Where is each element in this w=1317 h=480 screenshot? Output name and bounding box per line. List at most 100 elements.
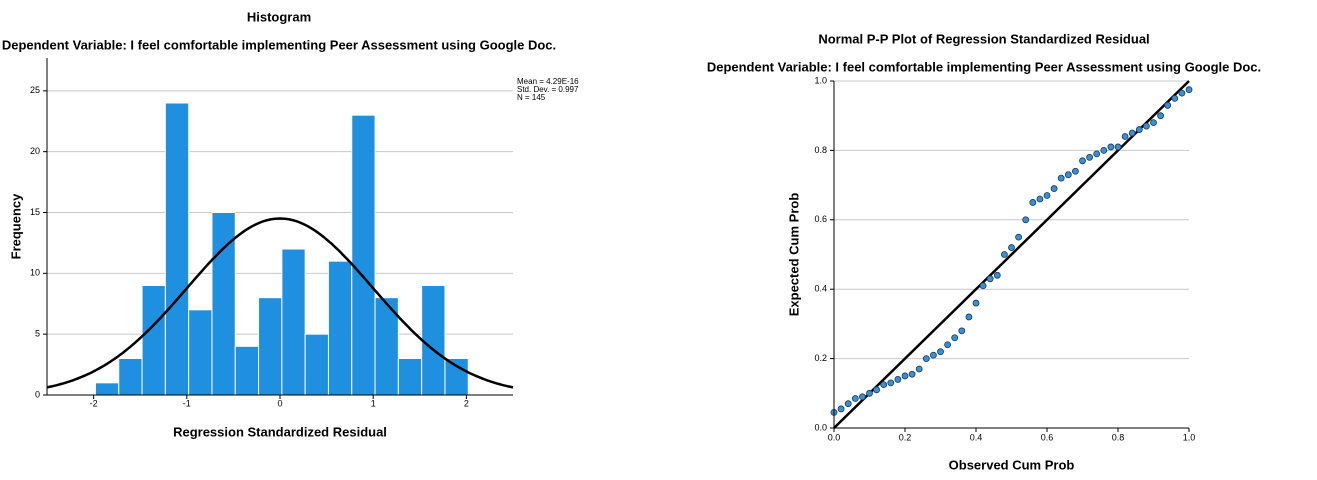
point xyxy=(1057,174,1065,182)
chart-title: Histogram xyxy=(247,9,311,24)
point xyxy=(915,365,923,373)
reference-line xyxy=(833,80,1190,429)
point xyxy=(979,282,987,290)
y-tick-label: 0.0 xyxy=(814,422,827,432)
bar xyxy=(258,297,283,396)
point xyxy=(986,275,994,283)
y-tick-label: 15 xyxy=(30,207,40,217)
x-tick-label: 0 xyxy=(277,398,282,408)
bar xyxy=(141,285,166,396)
point xyxy=(844,400,852,408)
y-tick-label: 0.4 xyxy=(814,284,827,294)
x-axis-label: Regression Standardized Residual xyxy=(173,424,387,439)
point xyxy=(1128,129,1136,137)
point xyxy=(1036,195,1044,203)
stat-label: Std. Dev. = 0.997 xyxy=(517,85,579,94)
x-tick-label: 2 xyxy=(464,398,469,408)
point xyxy=(1050,185,1058,192)
y-tick-label: 20 xyxy=(30,146,40,156)
point xyxy=(1064,171,1072,179)
point xyxy=(958,327,966,335)
point xyxy=(1114,143,1122,151)
point xyxy=(837,405,845,413)
bar xyxy=(234,345,260,396)
y-tick-label: 5 xyxy=(35,329,40,339)
chart-title: Normal P-P Plot of Regression Standardiz… xyxy=(818,31,1149,46)
y-tick-label: 25 xyxy=(30,85,40,95)
point xyxy=(930,351,937,359)
point xyxy=(1178,89,1186,97)
point xyxy=(859,393,866,401)
x-tick-label: 0.4 xyxy=(970,432,983,442)
point xyxy=(993,271,1001,279)
point xyxy=(1100,146,1108,154)
point xyxy=(1001,251,1008,258)
point xyxy=(1072,167,1079,175)
y-axis-label: Frequency xyxy=(8,193,23,260)
point xyxy=(922,355,930,363)
point xyxy=(1107,143,1115,151)
bar xyxy=(118,358,143,396)
x-tick-label: 0.8 xyxy=(1112,432,1125,442)
bar xyxy=(327,260,353,396)
chart-subtitle: Dependent Variable: I feel comfortable i… xyxy=(2,37,556,52)
stat-label: N = 145 xyxy=(517,93,546,102)
x-tick-label: 1.0 xyxy=(1183,432,1196,442)
point xyxy=(873,386,880,394)
point xyxy=(1015,233,1022,241)
x-tick-label: 0.6 xyxy=(1041,432,1054,442)
point xyxy=(1008,244,1015,251)
y-axis-label: Expected Cum Prob xyxy=(786,193,801,317)
bar xyxy=(94,382,120,396)
point xyxy=(944,341,951,349)
x-tick-label: 1 xyxy=(371,398,376,408)
point xyxy=(908,370,916,378)
point xyxy=(880,381,888,389)
point xyxy=(1022,216,1030,224)
x-tick-label: -2 xyxy=(90,398,98,408)
y-tick-label: 0.6 xyxy=(814,214,827,224)
x-tick-label: 0.2 xyxy=(899,432,912,442)
point xyxy=(866,389,873,397)
bar xyxy=(351,114,376,396)
point xyxy=(894,376,902,383)
y-tick-label: 0.2 xyxy=(814,353,827,363)
point xyxy=(1079,157,1086,165)
point xyxy=(951,334,959,342)
normal-curve xyxy=(46,217,514,389)
point xyxy=(1121,133,1129,140)
point xyxy=(972,299,980,307)
point xyxy=(1185,86,1193,94)
y-tick-label: 10 xyxy=(30,268,40,278)
y-tick-label: 0.8 xyxy=(814,145,827,155)
point xyxy=(1093,150,1101,158)
x-tick-label: 0.0 xyxy=(828,432,841,442)
bar xyxy=(444,358,469,396)
point xyxy=(937,348,944,356)
bar xyxy=(421,285,446,396)
point xyxy=(1043,192,1051,199)
bar xyxy=(304,333,329,396)
point xyxy=(851,395,859,402)
y-tick-label: 1.0 xyxy=(814,75,827,85)
point xyxy=(1135,126,1143,133)
point xyxy=(1171,94,1179,102)
point xyxy=(887,379,895,387)
point xyxy=(1150,119,1157,127)
bar xyxy=(397,358,423,396)
chart-subtitle: Dependent Variable: I feel comfortable i… xyxy=(707,59,1261,74)
stat-label: Mean = 4.29E-16 xyxy=(517,77,579,86)
point xyxy=(1086,153,1093,161)
x-tick-label: -1 xyxy=(183,398,191,408)
point xyxy=(1164,101,1172,109)
point xyxy=(1143,122,1150,130)
point xyxy=(901,372,909,380)
point xyxy=(1157,112,1164,120)
bar xyxy=(164,102,190,396)
x-axis-label: Observed Cum Prob xyxy=(949,457,1075,472)
bar xyxy=(188,309,213,396)
y-tick-label: 0 xyxy=(35,389,40,399)
bar xyxy=(281,248,306,396)
